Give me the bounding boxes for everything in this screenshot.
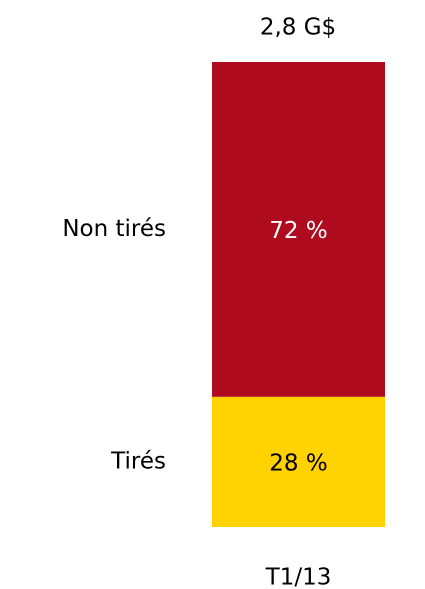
value-label: 28 % (269, 450, 327, 476)
legend-label: Tirés (110, 448, 166, 474)
total-label: 2,8 G$ (260, 15, 336, 41)
value-label: 72 % (269, 218, 327, 244)
bar-segment (212, 62, 385, 397)
legend-label: Non tirés (62, 216, 166, 242)
x-tick-label: T1/13 (265, 565, 332, 589)
bar-segment (212, 396, 385, 527)
